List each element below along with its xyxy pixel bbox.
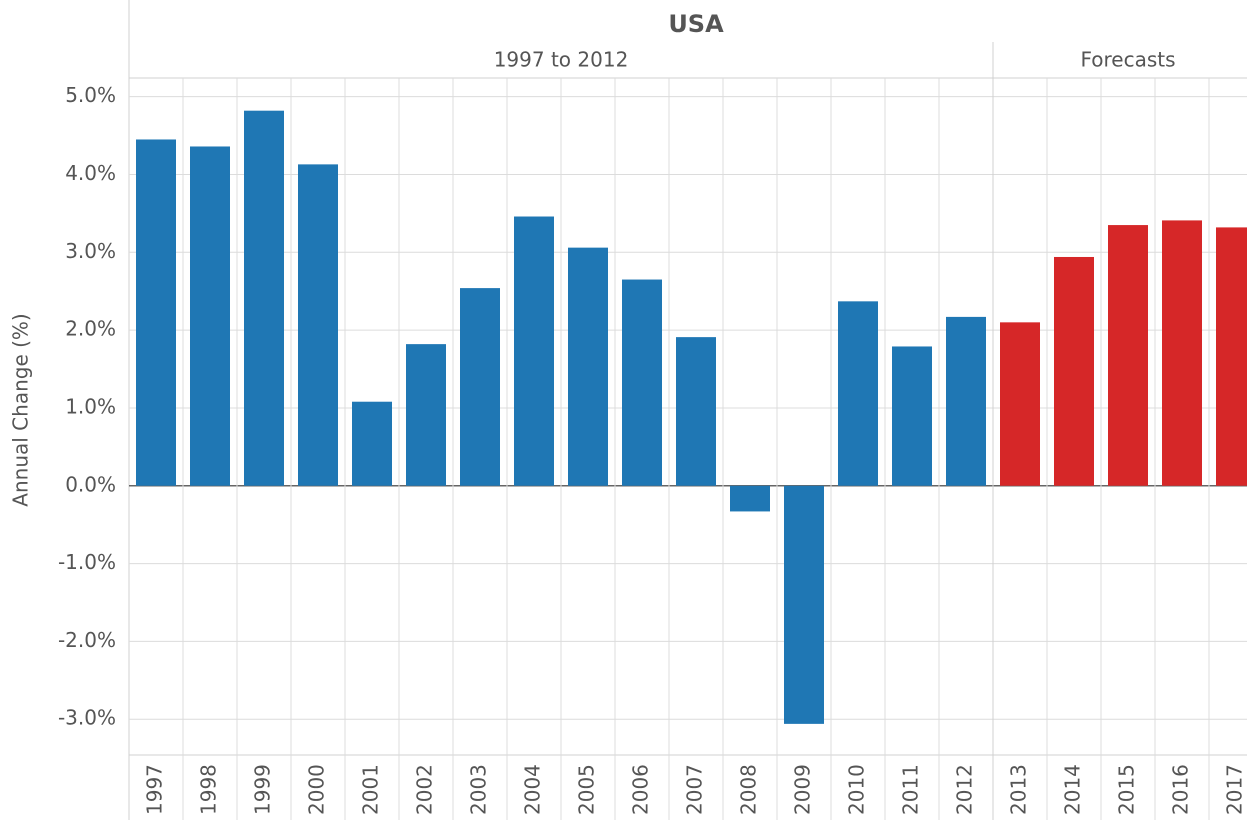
- bar: [298, 164, 338, 486]
- x-tick-label: 2001: [359, 764, 383, 815]
- x-tick-label: 2011: [899, 764, 923, 815]
- x-tick-label: 2002: [413, 764, 437, 815]
- x-tick-label: 1997: [143, 764, 167, 815]
- y-tick-label: -2.0%: [58, 628, 116, 652]
- bar: [406, 344, 446, 486]
- y-tick-label: -1.0%: [58, 550, 116, 574]
- bar: [1162, 220, 1202, 486]
- y-axis-label: Annual Change (%): [9, 313, 33, 506]
- y-tick-label: 4.0%: [65, 161, 116, 185]
- group-header: 1997 to 2012: [494, 48, 629, 72]
- x-tick-label: 2015: [1115, 764, 1139, 815]
- x-tick-label: 2005: [575, 764, 599, 815]
- bar: [1000, 322, 1040, 486]
- x-tick-label: 2008: [737, 764, 761, 815]
- x-tick-label: 2016: [1169, 764, 1193, 815]
- chart-title: USA: [668, 10, 724, 38]
- x-tick-label: 1998: [197, 764, 221, 815]
- x-tick-label: 2003: [467, 764, 491, 815]
- x-tick-label: 2017: [1223, 764, 1247, 815]
- bar: [1108, 225, 1148, 486]
- x-tick-label: 2009: [791, 764, 815, 815]
- bar: [892, 346, 932, 486]
- bar: [1216, 227, 1247, 486]
- x-tick-label: 2013: [1007, 764, 1031, 815]
- bar: [622, 279, 662, 486]
- y-tick-label: 1.0%: [65, 394, 116, 418]
- x-tick-label: 1999: [251, 764, 275, 815]
- y-tick-label: 3.0%: [65, 239, 116, 263]
- bar: [190, 146, 230, 486]
- y-tick-label: 5.0%: [65, 83, 116, 107]
- bar: [676, 337, 716, 486]
- bar: [730, 485, 770, 512]
- bar: [460, 288, 500, 486]
- x-tick-label: 2000: [305, 764, 329, 815]
- y-tick-label: -3.0%: [58, 706, 116, 730]
- x-tick-label: 2006: [629, 764, 653, 815]
- bar: [946, 316, 986, 486]
- bar: [568, 247, 608, 486]
- bar: [352, 401, 392, 486]
- bar: [1054, 256, 1094, 486]
- x-tick-label: 2014: [1061, 764, 1085, 815]
- x-tick-label: 2012: [953, 764, 977, 815]
- bar: [244, 110, 284, 486]
- x-tick-label: 2007: [683, 764, 707, 815]
- bar: [514, 216, 554, 486]
- x-tick-label: 2004: [521, 764, 545, 815]
- group-header: Forecasts: [1080, 48, 1175, 72]
- x-tick-label: 2010: [845, 764, 869, 815]
- bar: [838, 301, 878, 486]
- y-tick-label: 2.0%: [65, 317, 116, 341]
- y-tick-label: 0.0%: [65, 472, 116, 496]
- bar: [136, 139, 176, 486]
- bar: [784, 485, 824, 724]
